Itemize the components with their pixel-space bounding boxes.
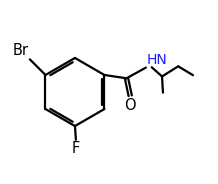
- Text: O: O: [124, 98, 136, 113]
- Text: F: F: [72, 141, 80, 156]
- Text: HN: HN: [146, 53, 167, 67]
- Text: Br: Br: [12, 43, 28, 59]
